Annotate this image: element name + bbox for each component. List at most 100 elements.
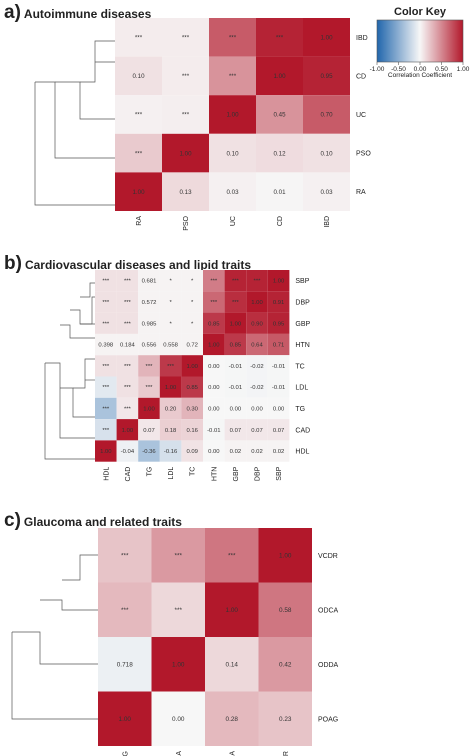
heatmap-cell bbox=[246, 419, 268, 441]
column-label: LDL bbox=[168, 467, 175, 480]
row-label: LDL bbox=[295, 385, 308, 392]
heatmap-cell bbox=[246, 440, 268, 462]
heatmap-cell bbox=[258, 691, 312, 746]
heatmap-cell bbox=[138, 419, 160, 441]
cell-label: *** bbox=[124, 407, 132, 413]
cell-label: 1.00 bbox=[226, 112, 239, 119]
cell-label: 0.18 bbox=[165, 428, 177, 434]
row-label: CAD bbox=[295, 427, 310, 434]
color-key-tick-label: 1.00 bbox=[457, 66, 470, 73]
heatmap-cell bbox=[224, 397, 247, 420]
color-key-tick-label: 0.50 bbox=[435, 66, 448, 73]
row-label: VCDR bbox=[318, 553, 338, 560]
cell-label: 0.985 bbox=[142, 321, 157, 327]
cell-label: 0.10 bbox=[132, 73, 145, 80]
heatmap-cell bbox=[203, 291, 225, 313]
cell-label: 0.95 bbox=[320, 73, 333, 80]
color-key-caption: Correlation Coefficient bbox=[387, 72, 453, 79]
heatmap-cell bbox=[181, 397, 203, 420]
cell-label: 1.00 bbox=[122, 428, 134, 434]
heatmap-cell bbox=[95, 291, 117, 313]
cell-label: * bbox=[191, 300, 194, 306]
cell-label: 0.14 bbox=[226, 661, 239, 668]
panel-a-title: a) Autoimmune diseases bbox=[4, 2, 151, 24]
cell-label: *** bbox=[102, 364, 110, 370]
heatmap-cell bbox=[138, 376, 160, 398]
cell-label: *** bbox=[276, 34, 284, 41]
cell-label: -0.01 bbox=[207, 428, 220, 434]
heatmap-cell bbox=[205, 691, 259, 746]
cell-label: 0.28 bbox=[226, 716, 239, 723]
cell-label: -0.01 bbox=[229, 385, 242, 391]
color-key-tick-label: 0.00 bbox=[414, 66, 427, 73]
row-label: RA bbox=[356, 189, 366, 196]
cell-label: 0.03 bbox=[226, 189, 239, 196]
cell-label: 1.00 bbox=[165, 385, 177, 391]
cell-label: *** bbox=[121, 607, 129, 614]
heatmap-cell bbox=[246, 333, 268, 356]
heatmap-cell bbox=[224, 440, 247, 462]
cell-label: 0.64 bbox=[251, 343, 263, 349]
heatmap-cell bbox=[203, 397, 225, 420]
cell-label: 0.85 bbox=[186, 385, 198, 391]
cell-label: 0.20 bbox=[165, 407, 177, 413]
row-label: UC bbox=[356, 112, 366, 119]
heatmap-cell bbox=[138, 333, 160, 356]
heatmap-cell bbox=[224, 270, 247, 292]
cell-label: * bbox=[169, 300, 172, 306]
cell-label: *** bbox=[102, 321, 110, 327]
heatmap-cell bbox=[256, 56, 303, 96]
heatmap-cell bbox=[95, 419, 117, 441]
column-label: POAG bbox=[122, 751, 129, 756]
cell-label: *** bbox=[182, 73, 190, 80]
panel-b-title: b) Cardiovascular diseases and lipid trai… bbox=[4, 253, 251, 275]
row-label: GBP bbox=[295, 321, 310, 328]
heatmap-cell bbox=[203, 376, 225, 398]
column-label: CAD bbox=[125, 467, 132, 482]
column-label: CD bbox=[277, 216, 284, 226]
color-key-tick-label: -1.00 bbox=[370, 66, 385, 73]
cell-label: 1.00 bbox=[230, 321, 242, 327]
cell-label: *** bbox=[232, 279, 240, 285]
heatmap-cell bbox=[159, 440, 182, 462]
cell-label: 0.72 bbox=[186, 343, 197, 349]
cell-label: 1.00 bbox=[320, 34, 333, 41]
heatmap-cell bbox=[115, 172, 162, 211]
cell-label: *** bbox=[135, 150, 143, 157]
heatmap-cell bbox=[303, 56, 350, 96]
heatmap-cell bbox=[95, 333, 117, 356]
cell-label: -0.01 bbox=[229, 364, 242, 370]
heatmap-cell bbox=[181, 312, 203, 334]
cell-label: 0.90 bbox=[251, 321, 263, 327]
row-label: POAG bbox=[318, 716, 338, 723]
heatmap-cell bbox=[151, 691, 205, 746]
heatmap-cell bbox=[246, 355, 268, 377]
cell-label: -0.01 bbox=[272, 385, 285, 391]
cell-label: *** bbox=[175, 552, 183, 559]
heatmap-cell bbox=[258, 637, 312, 692]
cell-label: 0.00 bbox=[172, 716, 185, 723]
heatmap-cell bbox=[267, 355, 290, 377]
row-label: ODCA bbox=[318, 607, 339, 614]
dendrogram-branch bbox=[70, 309, 95, 325]
cell-label: 0.00 bbox=[273, 407, 285, 413]
heatmap-cell bbox=[209, 95, 256, 134]
row-label: PSO bbox=[356, 151, 371, 158]
heatmap-cell bbox=[159, 291, 182, 313]
cell-label: 0.00 bbox=[208, 364, 220, 370]
heatmap-cell bbox=[203, 419, 225, 441]
row-label: IBD bbox=[356, 35, 368, 42]
cell-label: 1.00 bbox=[279, 552, 292, 559]
cell-label: 0.03 bbox=[320, 189, 333, 196]
cell-label: 0.718 bbox=[117, 661, 133, 668]
heatmap-cell bbox=[224, 355, 247, 377]
cell-label: 0.01 bbox=[273, 189, 286, 196]
cell-label: *** bbox=[124, 279, 132, 285]
cell-label: * bbox=[169, 279, 172, 285]
heatmap-cell bbox=[203, 355, 225, 377]
heatmap-cell bbox=[181, 355, 203, 377]
cell-label: 0.95 bbox=[273, 321, 285, 327]
heatmap-cell bbox=[267, 376, 290, 398]
dendrogram-branch bbox=[34, 82, 115, 206]
cell-label: *** bbox=[124, 385, 132, 391]
